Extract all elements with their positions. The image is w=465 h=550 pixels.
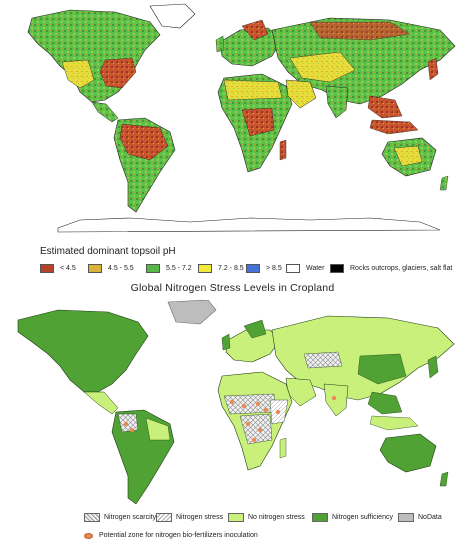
marker-potential-zone [275,409,281,415]
nitrogen-stress-legend: Nitrogen scarcity Nitrogen stress No nit… [84,513,462,549]
region-central-africa [239,413,273,445]
legend-item-ph-7-2-8-5: 7.2 - 8.5 [198,262,244,274]
legend-label: No nitrogen stress [248,514,305,521]
marker-potential-zone [245,421,251,427]
legend-item-water: Water [286,262,324,274]
region-sahara [223,79,283,101]
legend-item-rocks: Rocks outcrops, glaciers, salt flat [330,262,452,274]
marker-potential-zone [263,407,269,413]
landmass-japan [427,57,439,81]
legend-item-nodata: NoData [398,513,442,522]
region-amazon [119,123,169,161]
legend-item-nitrogen-sufficiency: Nitrogen sufficiency [312,513,393,522]
marker-potential-zone [255,401,261,407]
region-china [357,353,407,385]
region-eastern-us [99,57,137,89]
nitrogen-stress-map [8,300,465,505]
region-scandinavia [243,319,267,339]
legend-swatch [312,513,328,522]
legend-label: 5.5 - 7.2 [166,264,192,272]
legend-item-potential-zone: Potential zone for nitrogen bio-fertiliz… [84,532,258,539]
nitrogen-map-title: Global Nitrogen Stress Levels in Croplan… [130,282,335,294]
region-andes-north [117,413,139,433]
marker-potential-zone [331,395,337,401]
marker-potential-zone [129,427,135,433]
legend-label: Nitrogen stress [176,514,224,521]
legend-label: Potential zone for nitrogen bio-fertiliz… [99,532,258,539]
marker-potential-zone [229,399,235,405]
legend-swatch [198,263,212,273]
landmass-uk [221,333,231,351]
landmass-india [325,85,349,119]
region-southeast-asia [367,391,403,415]
region-central-asia [303,351,343,369]
legend-swatch [398,513,414,522]
landmass-uk [215,35,225,53]
region-inner-australia [393,145,423,167]
legend-item-ph-5-5-7-2: 5.5 - 7.2 [146,262,192,274]
legend-swatch [88,263,102,273]
legend-label: > 8.5 [266,264,282,272]
legend-row: < 4.5 4.5 - 5.5 5.5 - 7.2 7.2 - 8.5 > 8.… [40,262,465,276]
landmass-japan [427,355,439,379]
legend-label: Nitrogen sufficiency [332,514,393,521]
marker-potential-zone [123,421,129,427]
legend-title: Estimated dominant topsoil pH [40,246,176,257]
landmass-australia [379,433,437,473]
region-brazil-east [145,417,171,441]
legend-item-nitrogen-scarcity: Nitrogen scarcity [84,513,156,522]
marker-potential-zone [241,403,247,409]
legend-swatch [40,263,54,273]
landmass-north-america [27,9,161,103]
landmass-indonesia [369,415,419,431]
legend-swatch [246,263,260,273]
legend-swatch [228,513,244,522]
legend-label: Nitrogen scarcity [104,514,157,521]
legend-swatch [330,263,344,273]
region-southeast-asia [367,95,403,119]
legend-label: 7.2 - 8.5 [218,264,244,272]
legend-label: NoData [418,514,442,521]
landmass-new-zealand [439,175,449,191]
landmass-india [323,383,349,417]
topsoil-ph-map [10,0,465,240]
landmass-antarctica [57,217,441,233]
landmass-central-america [91,101,119,123]
topsoil-ph-legend: Estimated dominant topsoil pH < 4.5 4.5 … [38,246,463,280]
landmass-madagascar [279,437,287,459]
legend-label: Rocks outcrops, glaciers, salt flat [350,264,453,272]
region-western-us [61,59,95,89]
region-central-africa [241,107,275,137]
landmass-central-america [83,391,119,415]
legend-label: 4.5 - 5.5 [108,264,134,272]
legend-item-ph-gt-8-5: > 8.5 [246,262,282,274]
region-scandinavia [241,19,269,41]
landmass-asia [271,17,456,105]
legend-swatch [84,513,100,522]
legend-item-no-nitrogen-stress: No nitrogen stress [228,513,305,522]
legend-swatch [156,513,172,522]
landmass-north-america [17,309,149,393]
marker-potential-zone [251,437,257,443]
legend-item-nitrogen-stress: Nitrogen stress [156,513,223,522]
landmass-indonesia [369,119,419,135]
marker-potential-zone [257,427,263,433]
landmass-arabia [285,79,317,109]
legend-label: Water [306,264,325,272]
landmass-greenland [167,300,217,325]
region-siberia [309,21,411,41]
legend-swatch [286,263,300,273]
legend-item-ph-4-5-5-5: 4.5 - 5.5 [88,262,134,274]
legend-item-ph-lt-4-5: < 4.5 [40,262,76,274]
landmass-madagascar [279,139,287,161]
marker-dot-icon [84,532,93,539]
legend-label: < 4.5 [60,264,76,272]
legend-swatch [146,263,160,273]
landmass-greenland [149,3,196,29]
region-central-asia [289,51,356,83]
landmass-new-zealand [439,471,449,487]
